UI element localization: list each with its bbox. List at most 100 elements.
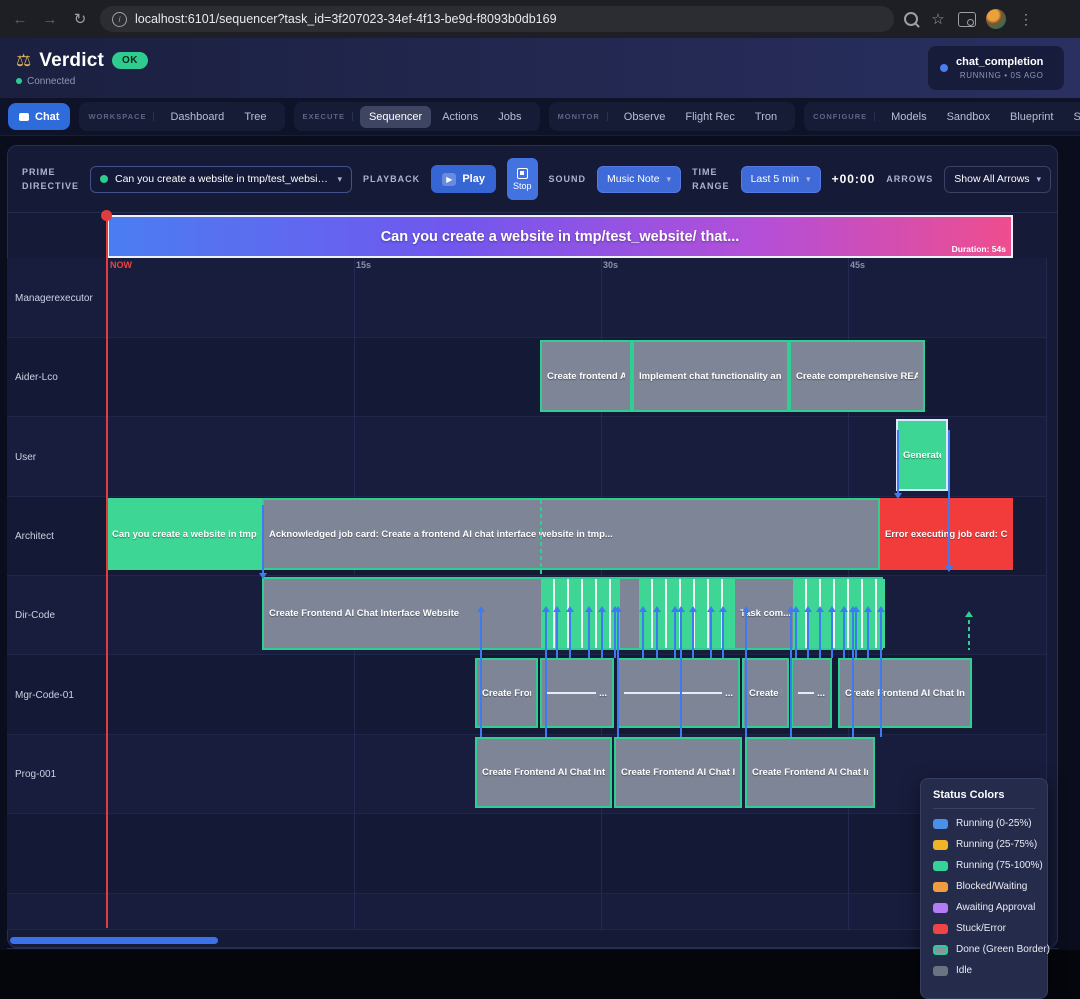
task-bar[interactable]: Implement chat functionality and API... [632, 340, 789, 412]
green-status-dot-icon [100, 175, 108, 183]
ok-status-badge: OK [112, 52, 149, 69]
task-bar[interactable]: ... [540, 658, 614, 728]
dependency-arrow [611, 606, 619, 658]
dependency-arrow [965, 611, 973, 650]
app-title: Verdict [39, 49, 105, 71]
profile-avatar[interactable] [986, 9, 1006, 29]
nav-item-actions[interactable]: Actions [442, 110, 479, 123]
nav-item-sandbox[interactable]: Sandbox [946, 110, 991, 123]
task-bar[interactable]: Create comprehensive README... [789, 340, 925, 412]
legend-item: Awaiting Approval [933, 902, 1035, 913]
nav-item-sequencer[interactable]: Sequencer [359, 105, 432, 128]
task-bar-label: Generate... [903, 449, 941, 461]
screen: ← → ↻ i localhost:6101/sequencer?task_id… [0, 0, 1080, 962]
task-badge-name: chat_completion [956, 56, 1044, 68]
dependency-arrow [259, 505, 267, 579]
dependency-arrow [566, 606, 574, 658]
task-bar[interactable]: Create Frontend AI Chat Interf... [614, 737, 742, 808]
task-bar[interactable]: Create frontend AI cha... [540, 340, 632, 412]
nav-item-tron[interactable]: Tron [754, 110, 778, 123]
dependency-arrow [719, 606, 727, 658]
task-bar-label: Implement chat functionality and API... [639, 370, 782, 382]
task-bar[interactable]: Create Fronte... [475, 658, 538, 728]
arrowhead-icon [259, 573, 267, 583]
task-bar[interactable]: Error executing job card: Comm... [880, 498, 1013, 570]
bookmark-star-icon[interactable]: ☆ [931, 11, 945, 28]
arrowhead-icon [707, 602, 715, 612]
timeline-bar-title: Can you create a website in tmp/test_web… [380, 228, 740, 245]
legend-title: Status Colors [933, 789, 1035, 809]
task-bar-segment[interactable]: Task com... [735, 579, 793, 648]
task-bar[interactable]: Create Frontend AI Chat Interfa... [838, 658, 972, 728]
task-bar[interactable]: Generate... [896, 419, 948, 491]
nav-item-flight-rec[interactable]: Flight Rec [685, 110, 735, 123]
arrows-select[interactable]: Show All Arrows ▾ [944, 165, 1052, 193]
url-text[interactable]: localhost:6101/sequencer?task_id=3f20702… [135, 12, 557, 26]
dependency-arrow [677, 606, 685, 737]
task-bar-label: ... [599, 687, 607, 699]
legend-color-chip [933, 818, 948, 829]
legend-item: Running (25-75%) [933, 839, 1038, 850]
prime-directive-timeline-bar[interactable]: Can you create a website in tmp/test_web… [107, 215, 1013, 258]
task-badge-status: RUNNING • 0S AGO [959, 71, 1044, 80]
legend-item-label: Running (75-100%) [956, 860, 1043, 871]
nav-item-jobs[interactable]: Jobs [498, 110, 522, 123]
stop-button[interactable]: Stop [506, 158, 538, 200]
arrowhead-icon [828, 602, 836, 612]
task-bar[interactable]: Can you create a website in tmp/test_... [107, 498, 262, 570]
browser-window-icon[interactable] [958, 11, 976, 27]
task-bar[interactable]: Create Frontend AI Chat Interfac... [475, 737, 612, 808]
task-bar[interactable]: ... [791, 658, 832, 728]
horizontal-scrollbar[interactable] [10, 937, 218, 944]
task-bar-label: Create comprehensive README... [796, 370, 918, 382]
nav-item-blueprint[interactable]: Blueprint [1010, 110, 1054, 123]
legend-item-label: Running (25-75%) [956, 839, 1038, 850]
chevron-down-icon: ▾ [666, 173, 672, 184]
status-colors-legend: Status Colors Running (0-25%) Running (25… [920, 778, 1050, 999]
site-info-icon[interactable]: i [112, 11, 127, 27]
dependency-arrow [828, 606, 836, 658]
legend-item: Blocked/Waiting [933, 881, 1035, 892]
arrowhead-icon [965, 607, 973, 617]
active-task-badge[interactable]: chat_completion RUNNING • 0S AGO [928, 46, 1064, 90]
task-bar[interactable]: Create Fr... [742, 658, 789, 728]
playhead-handle[interactable] [101, 210, 112, 221]
playback-timer: +00:00 [831, 172, 876, 186]
address-bar[interactable]: i localhost:6101/sequencer?task_id=3f207… [100, 6, 894, 32]
task-bar-segment[interactable] [639, 579, 735, 648]
task-bar-segment[interactable]: Create Frontend AI Chat Interface Websit… [264, 579, 541, 648]
task-bar-composite[interactable]: Create Frontend AI Chat Interface Websit… [262, 577, 885, 650]
arrowhead-icon [477, 602, 485, 612]
back-icon[interactable]: ← [12, 10, 28, 28]
task-bar[interactable]: ... [617, 658, 740, 728]
row-label-managerexecutor: Managerexecutor [15, 292, 93, 304]
task-bar[interactable]: Acknowledged job card: Create a frontend… [262, 498, 880, 570]
now-playhead-line[interactable] [106, 215, 108, 928]
dependency-arrow [816, 606, 824, 658]
nav-item-tree[interactable]: Tree [244, 110, 267, 123]
legend-color-chip [933, 902, 948, 913]
time-range-select[interactable]: Last 5 min ▾ [740, 165, 821, 193]
chat-button[interactable]: Chat [8, 103, 71, 130]
browser-menu-icon[interactable]: ⋮ [1019, 10, 1033, 27]
task-bar[interactable]: Create Frontend AI Chat Interfa... [745, 737, 875, 808]
reload-icon[interactable]: ↻ [73, 11, 87, 28]
connection-status: Connected [27, 75, 76, 87]
legend-item-label: Done (Green Border) [956, 944, 1050, 955]
sound-select[interactable]: Music Note ▾ [597, 165, 682, 193]
nav-item-security[interactable]: Security [1073, 110, 1080, 123]
zoom-icon[interactable] [904, 12, 918, 26]
dependency-arrow [707, 606, 715, 658]
nav-item-observe[interactable]: Observe [623, 110, 666, 123]
legend-item: Done (Green Border) [933, 944, 1050, 955]
nav-item-dashboard[interactable]: Dashboard [170, 110, 225, 123]
connected-dot-icon [16, 78, 22, 84]
play-button[interactable]: ▶ Play [431, 165, 496, 193]
nav-item-models[interactable]: Models [891, 110, 927, 123]
task-bar-segment[interactable] [620, 579, 639, 648]
axis-tick-45s: 45s [850, 260, 866, 270]
prime-directive-select[interactable]: Can you create a website in tmp/test_web… [90, 165, 352, 193]
dependency-arrow [540, 500, 542, 575]
task-bar-segment[interactable] [541, 579, 620, 648]
forward-icon[interactable]: → [42, 10, 58, 28]
